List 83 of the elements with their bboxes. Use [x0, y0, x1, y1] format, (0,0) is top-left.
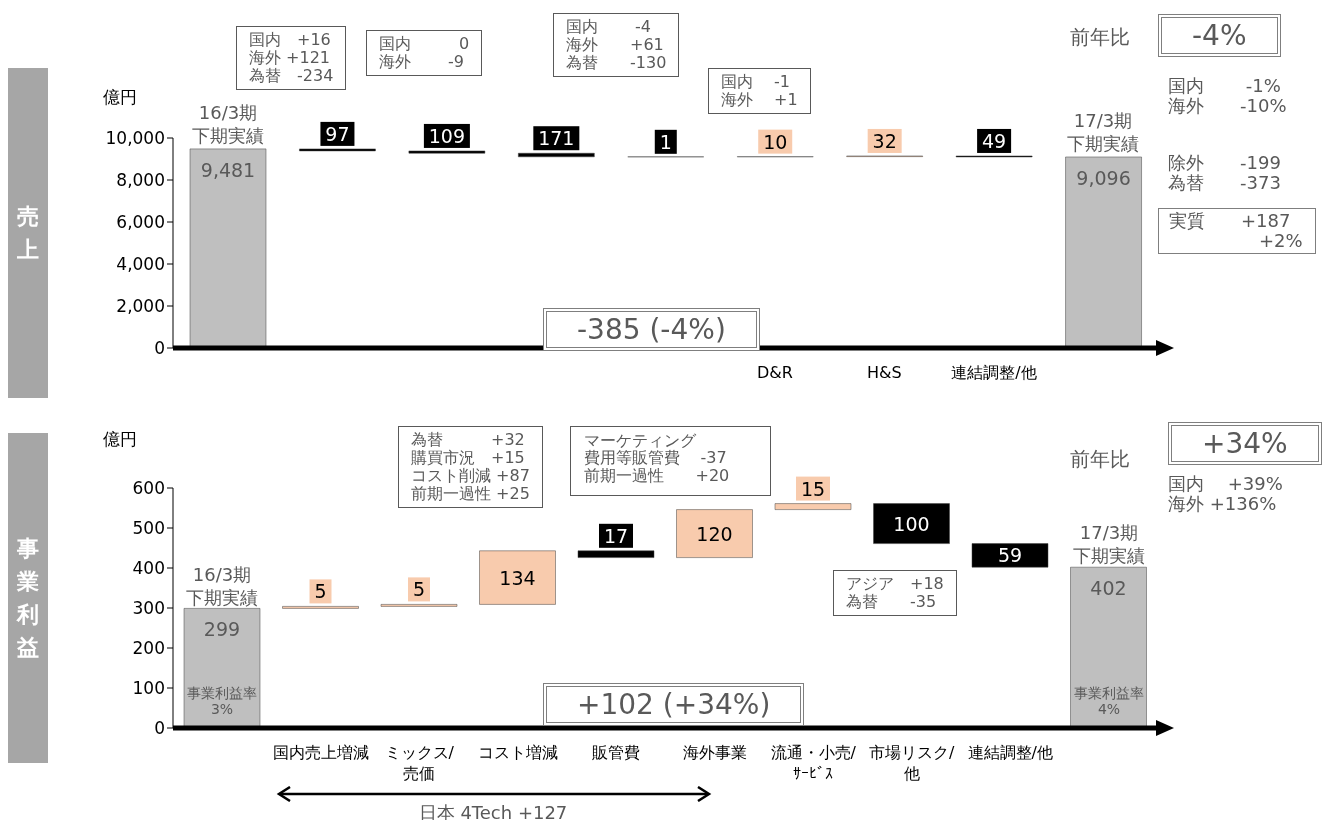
y-tick-label: 300	[132, 598, 165, 619]
data-label: 32	[872, 129, 897, 152]
data-label: 15	[800, 477, 826, 500]
y-tick-label: 600	[132, 478, 165, 499]
data-label: 100	[893, 512, 930, 535]
text: 17/3期	[1073, 110, 1133, 132]
bar	[183, 608, 261, 728]
x-tick-label: 市場リスク/他	[869, 743, 956, 783]
y-tick-label: 6,000	[116, 212, 165, 233]
annotation: 為替 +32 購買市況 +15 コスト削減 +87 前期一過性 +25	[398, 426, 543, 508]
data-label: 171	[538, 127, 575, 150]
data-label: 120	[696, 522, 733, 545]
text: 国内 +16 海外 +121 為替 -234	[236, 26, 347, 90]
text: 費用等販管費 -37 前期一過性 +20	[583, 448, 730, 485]
data-label: 402	[1090, 577, 1127, 600]
data-label: 299	[203, 618, 241, 641]
y-tick-label: 10,000	[105, 128, 165, 149]
x-tick-label: 販管費	[592, 743, 641, 762]
x-tick-label: ミックス/売価	[384, 743, 455, 783]
data-label: 9,481	[200, 158, 256, 181]
y-axis-title: 億円	[103, 86, 137, 109]
x-tick-label: D&R	[756, 363, 793, 382]
text: マーケティング	[583, 430, 696, 450]
x-tick-label: 国内売上増減	[272, 743, 369, 762]
data-label: 134	[499, 566, 536, 589]
text: 国内 -1% 海外 -10%	[1168, 75, 1287, 117]
bar	[676, 509, 753, 558]
text: 国内 0 海外 -9	[366, 30, 483, 76]
x-tick-label: 連結調整/他	[967, 743, 1053, 762]
data-label: 1	[659, 130, 672, 153]
x-tick-label: コスト増減	[477, 743, 558, 762]
bar	[189, 148, 267, 348]
text: 16/3期	[198, 102, 258, 124]
x-tick-label: 連結調整/他	[951, 363, 1037, 382]
y-tick-label: 400	[132, 558, 165, 579]
y-tick-label: 2,000	[116, 296, 165, 317]
data-label: 9,096	[1076, 166, 1131, 189]
x-tick-label: H&S	[867, 363, 902, 382]
annotation: 下期実績	[1067, 133, 1139, 155]
annotation: 17/3期	[1079, 522, 1139, 544]
annotation: 16/3期	[192, 564, 252, 586]
bar	[971, 543, 1049, 568]
text: 国内 +39% 海外 +136%	[1168, 473, 1283, 515]
text: -4%	[1158, 14, 1281, 58]
data-label: 59	[997, 544, 1023, 567]
text: 除外 -199 為替 -373	[1168, 152, 1281, 194]
annotation: 下期実績	[192, 125, 264, 147]
data-label: 49	[982, 129, 1007, 152]
annotation: 事業利益率 4%	[1074, 685, 1144, 718]
data-label: 5	[412, 578, 426, 601]
text: 国内 -4 海外 +61 為替 -130	[553, 13, 680, 77]
annotation: 事業利益率 3%	[187, 685, 257, 718]
data-label: 109	[428, 124, 466, 147]
text: 前年比	[1070, 25, 1130, 49]
text: 売上	[17, 203, 39, 264]
bar	[873, 503, 950, 544]
y-tick-label: 8,000	[116, 170, 165, 191]
x-tick-label: 流通・小売/ｻｰﾋﾞｽ	[770, 743, 857, 783]
text: 前年比	[1070, 447, 1130, 471]
bar	[479, 550, 556, 605]
text: 事業利益	[17, 535, 39, 662]
x-tick-label: 海外事業	[682, 743, 747, 762]
y-tick-label: 0	[154, 718, 165, 739]
y-tick-label: 0	[154, 338, 165, 359]
y-axis-title: 億円	[103, 428, 137, 451]
data-label: 97	[325, 122, 350, 145]
y-tick-label: 100	[132, 678, 165, 699]
y-tick-label: 4,000	[116, 254, 165, 275]
annotation: -385 (-4%)	[543, 308, 760, 352]
text: +34%	[1168, 422, 1322, 466]
annotation: +102 (+34%)	[543, 683, 805, 727]
annotation: 下期実績	[1073, 545, 1145, 567]
text: 実質 +187 +2%	[1158, 208, 1316, 255]
y-tick-label: 500	[132, 518, 165, 539]
data-label: 17	[603, 524, 629, 547]
y-tick-label: 200	[132, 638, 165, 659]
annotation: 下期実績	[186, 587, 258, 609]
bar	[1065, 156, 1142, 348]
data-label: 10	[763, 130, 788, 153]
bar	[1070, 566, 1147, 728]
annotation: アジア +18 為替 -35	[833, 570, 957, 616]
data-label: 5	[314, 580, 327, 603]
text: 国内 -1 海外 +1	[708, 68, 811, 114]
